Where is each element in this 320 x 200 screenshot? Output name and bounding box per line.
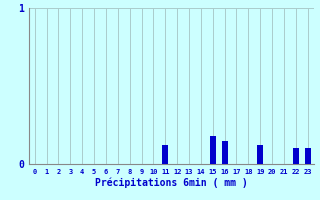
Bar: [162, 145, 168, 164]
Bar: [293, 148, 299, 164]
Bar: [257, 145, 263, 164]
Bar: [222, 141, 228, 164]
Bar: [305, 148, 311, 164]
X-axis label: Précipitations 6min ( mm ): Précipitations 6min ( mm ): [95, 178, 248, 188]
Bar: [210, 136, 216, 164]
